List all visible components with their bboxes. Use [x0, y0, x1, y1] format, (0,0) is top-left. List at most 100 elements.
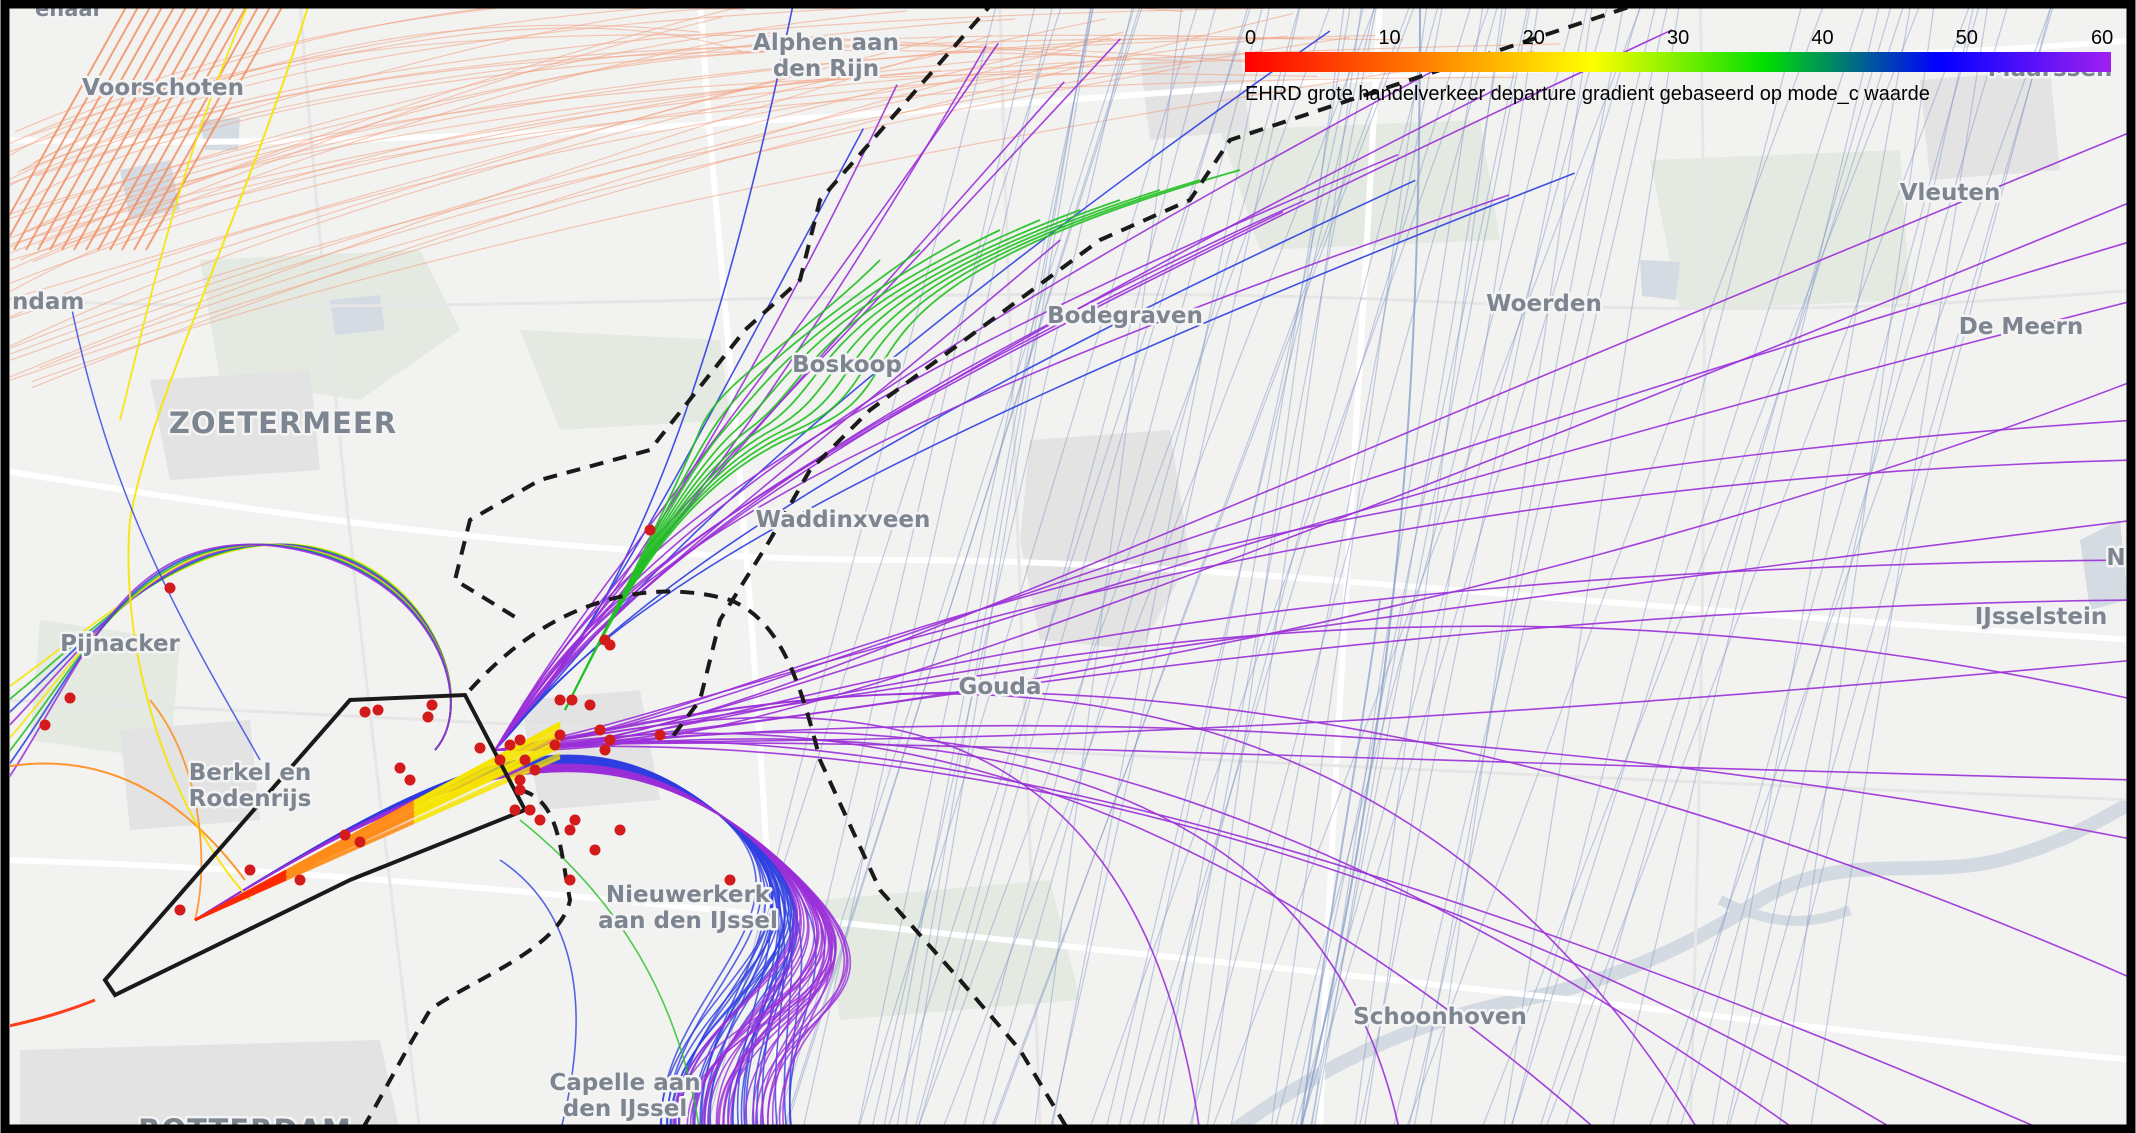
track-other[interactable] — [49, 0, 190, 251]
track-arrival[interactable] — [1160, 0, 1380, 1133]
track-arrival[interactable] — [855, 0, 1202, 1133]
track-arrival[interactable] — [987, 0, 1421, 1133]
track-arrival[interactable] — [1391, 0, 1660, 1133]
track-other[interactable] — [14, 0, 1024, 133]
track-arrival[interactable] — [1402, 0, 1829, 1133]
track-arrival[interactable] — [1502, 0, 1682, 1133]
track-arrival[interactable] — [1125, 0, 1476, 1133]
track-departure-north[interactable] — [494, 42, 999, 751]
track-departure-north[interactable] — [494, 194, 1510, 751]
track-arrival[interactable] — [1406, 0, 1671, 1133]
track-arrival[interactable] — [1645, 0, 2057, 1133]
track-departure-climb[interactable] — [194, 875, 287, 922]
track-other[interactable] — [85, 0, 226, 251]
track-departure-climb[interactable] — [285, 804, 415, 874]
track-arrival[interactable] — [856, 0, 1098, 1133]
track-arrival[interactable] — [903, 0, 1095, 1133]
track-departure-east[interactable] — [494, 459, 2136, 751]
track-departure-west[interactable] — [69, 299, 261, 761]
track-other[interactable] — [0, 12, 1294, 387]
track-arrival[interactable] — [1710, 0, 1914, 1133]
track-arrival[interactable] — [1228, 0, 1445, 1133]
track-other[interactable] — [97, 0, 238, 251]
track-other[interactable] — [38, 51, 768, 246]
track-arrival[interactable] — [1050, 0, 1273, 1133]
track-departure-south[interactable] — [499, 859, 577, 1133]
track-arrival[interactable] — [1507, 0, 1869, 1133]
track-other[interactable] — [13, 0, 154, 251]
track-arrival[interactable] — [1363, 0, 1541, 1133]
track-arrival[interactable] — [1353, 0, 1504, 1133]
track-other[interactable] — [29, 0, 1184, 137]
track-arrival[interactable] — [704, 0, 1000, 1133]
track-departure-climb[interactable] — [413, 735, 561, 811]
track-other[interactable] — [0, 0, 130, 250]
track-other[interactable] — [21, 44, 1337, 171]
track-arrival[interactable] — [1155, 0, 1353, 1133]
track-departure-west[interactable] — [0, 998, 96, 1030]
track-other[interactable] — [0, 34, 1205, 257]
track-arrival[interactable] — [1412, 0, 1627, 1133]
track-other[interactable] — [109, 0, 250, 251]
track-arrival[interactable] — [1536, 0, 1909, 1133]
track-departure-north[interactable] — [494, 29, 1673, 751]
track-departure-climb[interactable] — [413, 732, 561, 809]
track-arrival[interactable] — [1508, 0, 1806, 1133]
track-departure-climb[interactable] — [285, 810, 415, 876]
track-arrival[interactable] — [914, 0, 1336, 1133]
track-arrival[interactable] — [1116, 0, 1367, 1133]
track-departure-climb[interactable] — [285, 820, 415, 881]
track-departure-east[interactable] — [494, 200, 2136, 752]
track-arrival[interactable] — [1139, 0, 1442, 1133]
track-arrival[interactable] — [1297, 0, 1645, 1133]
track-arrival[interactable] — [1208, 0, 1647, 1133]
track-arrival[interactable] — [1308, 0, 1533, 1133]
track-arrival[interactable] — [1190, 0, 1346, 1133]
track-other[interactable] — [0, 52, 1080, 267]
track-departure-north[interactable] — [494, 87, 1498, 751]
track-arrival[interactable] — [895, 0, 1094, 1133]
track-arrival[interactable] — [1300, 0, 1421, 1133]
track-other[interactable] — [133, 0, 274, 251]
track-departure-east[interactable] — [494, 732, 1600, 1133]
track-departure-east[interactable] — [494, 692, 1700, 1133]
track-arrival[interactable] — [1033, 0, 1184, 1133]
track-arrival[interactable] — [1724, 0, 1977, 1133]
track-arrival[interactable] — [882, 0, 1095, 1133]
track-other[interactable] — [6, 18, 1106, 348]
track-arrival[interactable] — [912, 0, 1220, 1133]
track-arrival[interactable] — [1477, 0, 1925, 1133]
track-arrival[interactable] — [960, 0, 1267, 1133]
track-arrival[interactable] — [1663, 0, 1984, 1133]
track-arrival[interactable] — [1312, 0, 1509, 1133]
track-arrival[interactable] — [1288, 0, 1531, 1133]
track-departure-west[interactable] — [0, 762, 246, 881]
track-arrival[interactable] — [780, 0, 1147, 1133]
track-arrival[interactable] — [1429, 0, 1595, 1133]
track-arrival[interactable] — [1205, 0, 1363, 1133]
track-other[interactable] — [33, 0, 1414, 164]
track-other[interactable] — [36, 8, 746, 177]
track-arrival[interactable] — [938, 0, 1381, 1133]
track-departure-west[interactable] — [149, 699, 203, 921]
track-departure-south[interactable] — [519, 819, 700, 1133]
track-other[interactable] — [6, 34, 993, 378]
track-other[interactable] — [0, 10, 908, 223]
track-arrival[interactable] — [869, 0, 1136, 1133]
track-arrival[interactable] — [1299, 599, 1381, 1133]
track-departure-east[interactable] — [494, 559, 2136, 752]
track-departure-north[interactable] — [494, 172, 1575, 751]
track-other[interactable] — [37, 0, 178, 251]
track-arrival[interactable] — [1609, 0, 1883, 1133]
track-departure-north[interactable] — [119, 0, 250, 421]
track-arrival[interactable] — [1186, 0, 1502, 1133]
track-arrival[interactable] — [1086, 0, 1495, 1133]
track-other[interactable] — [2, 0, 142, 250]
track-arrival[interactable] — [989, 0, 1416, 1133]
track-other[interactable] — [0, 0, 762, 152]
track-departure-climb[interactable] — [413, 745, 561, 817]
track-other[interactable] — [20, 76, 1516, 261]
track-other[interactable] — [145, 0, 286, 251]
